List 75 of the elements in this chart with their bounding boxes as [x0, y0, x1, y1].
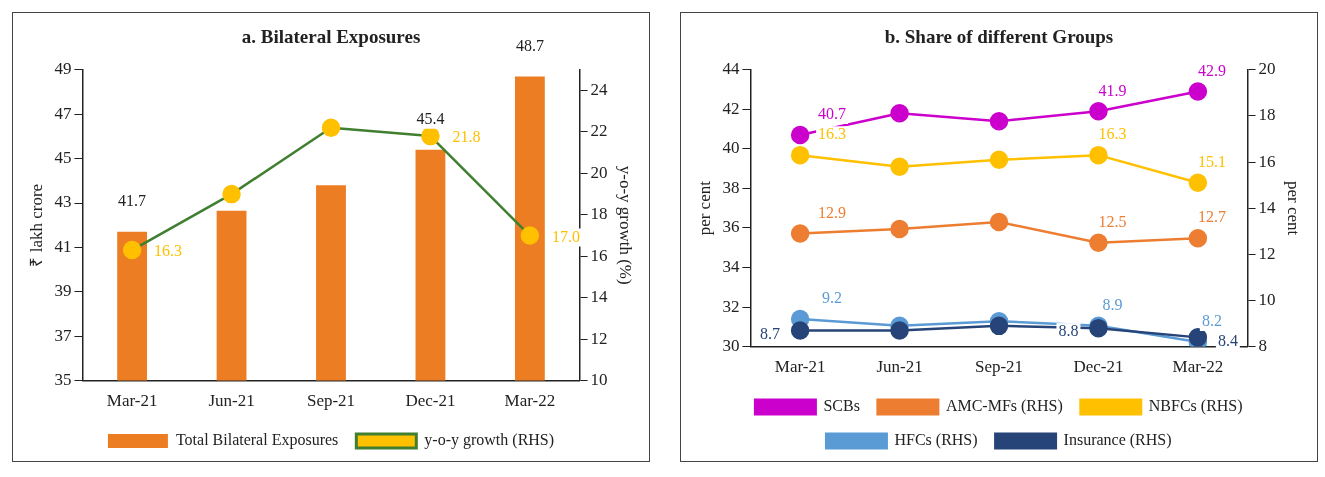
- y-tick-label: 30: [722, 336, 740, 356]
- y2-tick-label: 18: [590, 204, 608, 224]
- x-tick-label: Dec-21: [405, 391, 456, 411]
- x-tick-label: Sep-21: [306, 391, 356, 411]
- legend-label: SCBs: [823, 397, 860, 415]
- y2-tick-label: 12: [590, 328, 608, 348]
- y-tick-label: 40: [722, 138, 740, 158]
- y-tick-label: 44: [722, 59, 740, 79]
- data-label: 9.2: [822, 289, 843, 307]
- data-label: 17.0: [551, 227, 580, 245]
- x-tick-label: Mar-22: [504, 391, 556, 411]
- y-tick-label: 47: [54, 103, 72, 123]
- y2-tick-label: 12: [1258, 243, 1276, 263]
- x-tick-label: Mar-21: [774, 357, 826, 377]
- y-tick-label: 43: [54, 192, 72, 212]
- y-axis-title: per cent: [694, 180, 714, 236]
- y2-tick-label: 24: [590, 79, 609, 99]
- x-tick-label: Mar-21: [106, 391, 158, 411]
- data-label: 15.1: [1197, 153, 1226, 171]
- y-tick-label: 42: [722, 98, 740, 118]
- legend-label: AMC-MFs (RHS): [945, 397, 1063, 416]
- y2-tick-label: 16: [590, 245, 608, 265]
- y2-axis-title: per cent: [1284, 181, 1304, 236]
- x-tick-label: Mar-22: [1172, 357, 1224, 377]
- data-label: 16.3: [818, 125, 847, 143]
- y-tick-label: 49: [54, 59, 72, 79]
- y-tick-label: 39: [54, 281, 72, 301]
- data-label: 45.4: [416, 109, 445, 127]
- y-tick-label: 41: [54, 236, 72, 256]
- y-tick-label: 38: [722, 177, 740, 197]
- data-label: 41.9: [1098, 81, 1127, 99]
- legend-label: Insurance (RHS): [1063, 431, 1172, 450]
- y2-tick-label: 20: [1258, 59, 1276, 79]
- y2-tick-label: 22: [590, 121, 608, 141]
- legend-label: HFCs (RHS): [894, 431, 978, 450]
- data-label: 8.7: [760, 324, 781, 342]
- chart-title: b. Share of different Groups: [884, 26, 1114, 48]
- data-label: 8.4: [1217, 331, 1238, 349]
- legend-label: Total Bilateral Exposures: [175, 431, 339, 450]
- data-label: 41.7: [118, 192, 147, 210]
- data-label: 16.3: [1098, 125, 1127, 143]
- y2-tick-label: 10: [1258, 289, 1276, 309]
- legend-label: NBFCs (RHS): [1148, 397, 1243, 416]
- data-label: 12.9: [818, 203, 847, 221]
- y-tick-label: 36: [722, 217, 740, 237]
- y2-tick-label: 14: [1258, 197, 1277, 217]
- y-tick-label: 37: [54, 325, 72, 345]
- x-tick-label: Sep-21: [974, 357, 1024, 377]
- y-tick-label: 45: [54, 148, 72, 168]
- legend-label: y-o-y growth (RHS): [424, 431, 555, 450]
- y-tick-label: 32: [722, 296, 740, 316]
- y-tick-label: 34: [722, 256, 740, 276]
- y2-tick-label: 16: [1258, 151, 1276, 171]
- data-label: 12.5: [1098, 213, 1127, 230]
- y2-tick-label: 18: [1258, 105, 1276, 125]
- y2-tick-label: 10: [590, 370, 608, 390]
- data-label: 48.7: [515, 36, 544, 54]
- data-label: 40.7: [818, 105, 847, 123]
- x-tick-label: Dec-21: [1073, 357, 1124, 377]
- x-tick-label: Jun-21: [208, 391, 255, 411]
- y2-tick-label: 14: [590, 287, 609, 307]
- y2-axis-title: y-o-y growth (%): [616, 165, 636, 285]
- x-tick-label: Jun-21: [876, 357, 923, 377]
- data-label: 8.9: [1102, 296, 1123, 314]
- y2-tick-label: 8: [1258, 336, 1268, 356]
- data-label: 21.8: [452, 128, 481, 146]
- y-axis-title: ₹ lakh crore: [26, 183, 46, 267]
- chart-title: a. Bilateral Exposures: [241, 26, 421, 48]
- data-label: 12.7: [1197, 208, 1226, 226]
- data-label: 8.8: [1058, 322, 1079, 340]
- data-label: 8.2: [1201, 312, 1222, 330]
- y-tick-label: 35: [54, 370, 72, 390]
- data-label: 42.9: [1197, 61, 1226, 79]
- y2-tick-label: 20: [590, 162, 608, 182]
- data-label: 16.3: [154, 242, 183, 260]
